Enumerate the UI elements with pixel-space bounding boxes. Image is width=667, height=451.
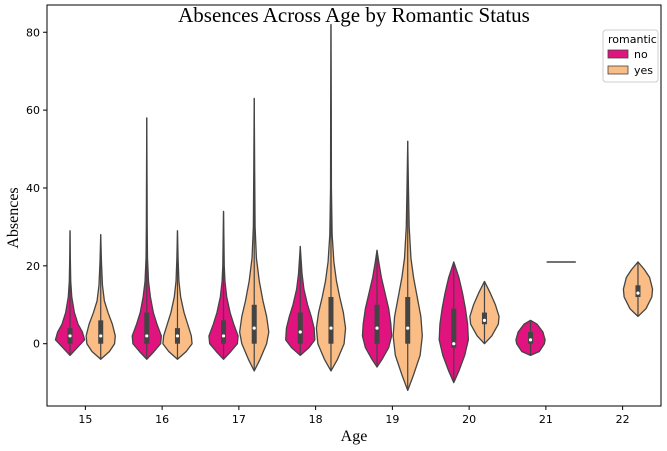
- violin-iqr-box: [221, 320, 227, 344]
- violin-no-21: [515, 319, 546, 357]
- x-tick-label: 20: [462, 413, 476, 426]
- violin-median: [68, 334, 72, 338]
- violin-median: [329, 326, 333, 330]
- y-tick-label: 40: [26, 182, 40, 195]
- violin-no-19: [361, 249, 393, 368]
- x-tick-label: 18: [309, 413, 323, 426]
- violin-median: [175, 334, 180, 338]
- y-axis-label: Absences: [5, 187, 22, 248]
- x-axis-label: Age: [341, 428, 368, 445]
- violin-no-17: [208, 210, 239, 360]
- x-tick-label: 16: [155, 413, 169, 426]
- violin-iqr-box: [405, 296, 411, 344]
- chart-title: Absences Across Age by Romantic Status: [178, 3, 530, 27]
- violin-median: [145, 334, 149, 338]
- x-tick-label: 21: [539, 413, 553, 426]
- violin-median: [375, 326, 379, 330]
- x-axis: 15 16 17 18 19 20 21 22: [78, 406, 630, 426]
- legend-swatch-no: [607, 49, 629, 59]
- x-tick-label: 17: [232, 413, 246, 426]
- y-tick-label: 20: [26, 260, 40, 273]
- y-tick-label: 0: [33, 338, 40, 351]
- legend-swatch-yes: [607, 65, 629, 75]
- violin-yes-17: [238, 97, 270, 372]
- y-tick-label: 60: [26, 104, 40, 117]
- plot-frame: [46, 4, 662, 407]
- violin-iqr-box: [144, 312, 150, 344]
- violin-iqr-box: [251, 304, 257, 344]
- violin-no-20: [438, 261, 470, 384]
- violin-yes-18: [315, 23, 347, 372]
- violin-iqr-box: [451, 308, 457, 348]
- legend: romantic no yes: [602, 29, 659, 83]
- violin-median: [99, 334, 103, 338]
- x-tick-label: 15: [78, 413, 92, 426]
- legend-label-no: no: [634, 48, 648, 61]
- legend-title: romantic: [608, 33, 657, 46]
- violin-iqr-box: [328, 296, 334, 344]
- violin-yes-16: [162, 230, 193, 360]
- violin-iqr-box: [374, 304, 380, 344]
- violin-yes-20: [469, 280, 500, 345]
- violin-iqr-box: [297, 312, 303, 344]
- x-tick-label: 22: [616, 413, 630, 426]
- violin-median: [252, 326, 256, 330]
- violin-yes-22: [622, 261, 654, 318]
- x-tick-label: 19: [385, 413, 399, 426]
- y-axis: 0 20 40 60 80: [26, 26, 47, 351]
- plot-area: [54, 23, 654, 392]
- violin-median: [221, 334, 226, 338]
- violin-median: [636, 291, 640, 295]
- violin-no-16: [131, 117, 163, 360]
- violin-median: [406, 326, 410, 330]
- violin-no-15: [54, 230, 86, 357]
- violin-median: [482, 318, 487, 322]
- violin-median: [298, 330, 302, 334]
- y-tick-label: 80: [26, 26, 40, 39]
- violin-iqr-box: [481, 312, 487, 325]
- violin-yes-15: [85, 234, 116, 360]
- violin-median: [452, 342, 456, 346]
- violin-iqr-box: [635, 285, 641, 297]
- violin-yes-19: [392, 140, 423, 392]
- violin-no-18: [285, 245, 316, 357]
- violin-median: [528, 338, 533, 342]
- violin-iqr-box: [98, 320, 104, 344]
- legend-label-yes: yes: [634, 64, 653, 77]
- violin-iqr-box: [528, 332, 534, 344]
